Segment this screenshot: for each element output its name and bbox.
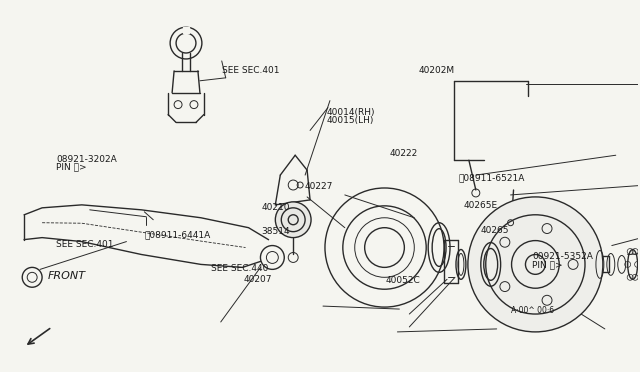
Text: SEE SEC.401: SEE SEC.401 (221, 66, 279, 75)
Text: 40265: 40265 (480, 226, 509, 235)
Text: FRONT: FRONT (48, 271, 86, 281)
Text: 40207: 40207 (244, 275, 272, 283)
Text: SEE SEC.401: SEE SEC.401 (56, 240, 114, 248)
Circle shape (468, 197, 603, 332)
Text: 40202M: 40202M (419, 66, 454, 75)
Text: PIN ビ>: PIN ビ> (532, 260, 563, 269)
Text: SEE SEC.440: SEE SEC.440 (211, 263, 268, 273)
Polygon shape (183, 27, 189, 33)
Text: 40052C: 40052C (385, 276, 420, 285)
Text: 40222: 40222 (390, 149, 418, 158)
Text: PIN ビ>: PIN ビ> (56, 162, 87, 171)
Text: 08921-3202A: 08921-3202A (56, 155, 117, 164)
Text: 40015(LH): 40015(LH) (326, 116, 374, 125)
Text: A·00^ 00·6: A·00^ 00·6 (511, 306, 554, 315)
Text: Ⓝ08911-6441A: Ⓝ08911-6441A (145, 230, 211, 239)
Text: 40014(RH): 40014(RH) (326, 109, 375, 118)
Text: 00921-5352A: 00921-5352A (532, 253, 593, 262)
Text: Ⓝ08911-6521A: Ⓝ08911-6521A (458, 173, 525, 182)
Text: 40265E: 40265E (463, 201, 498, 210)
Text: 40227: 40227 (305, 182, 333, 191)
Text: 38514: 38514 (262, 227, 290, 235)
Circle shape (275, 202, 311, 238)
Text: 40210: 40210 (262, 203, 290, 212)
